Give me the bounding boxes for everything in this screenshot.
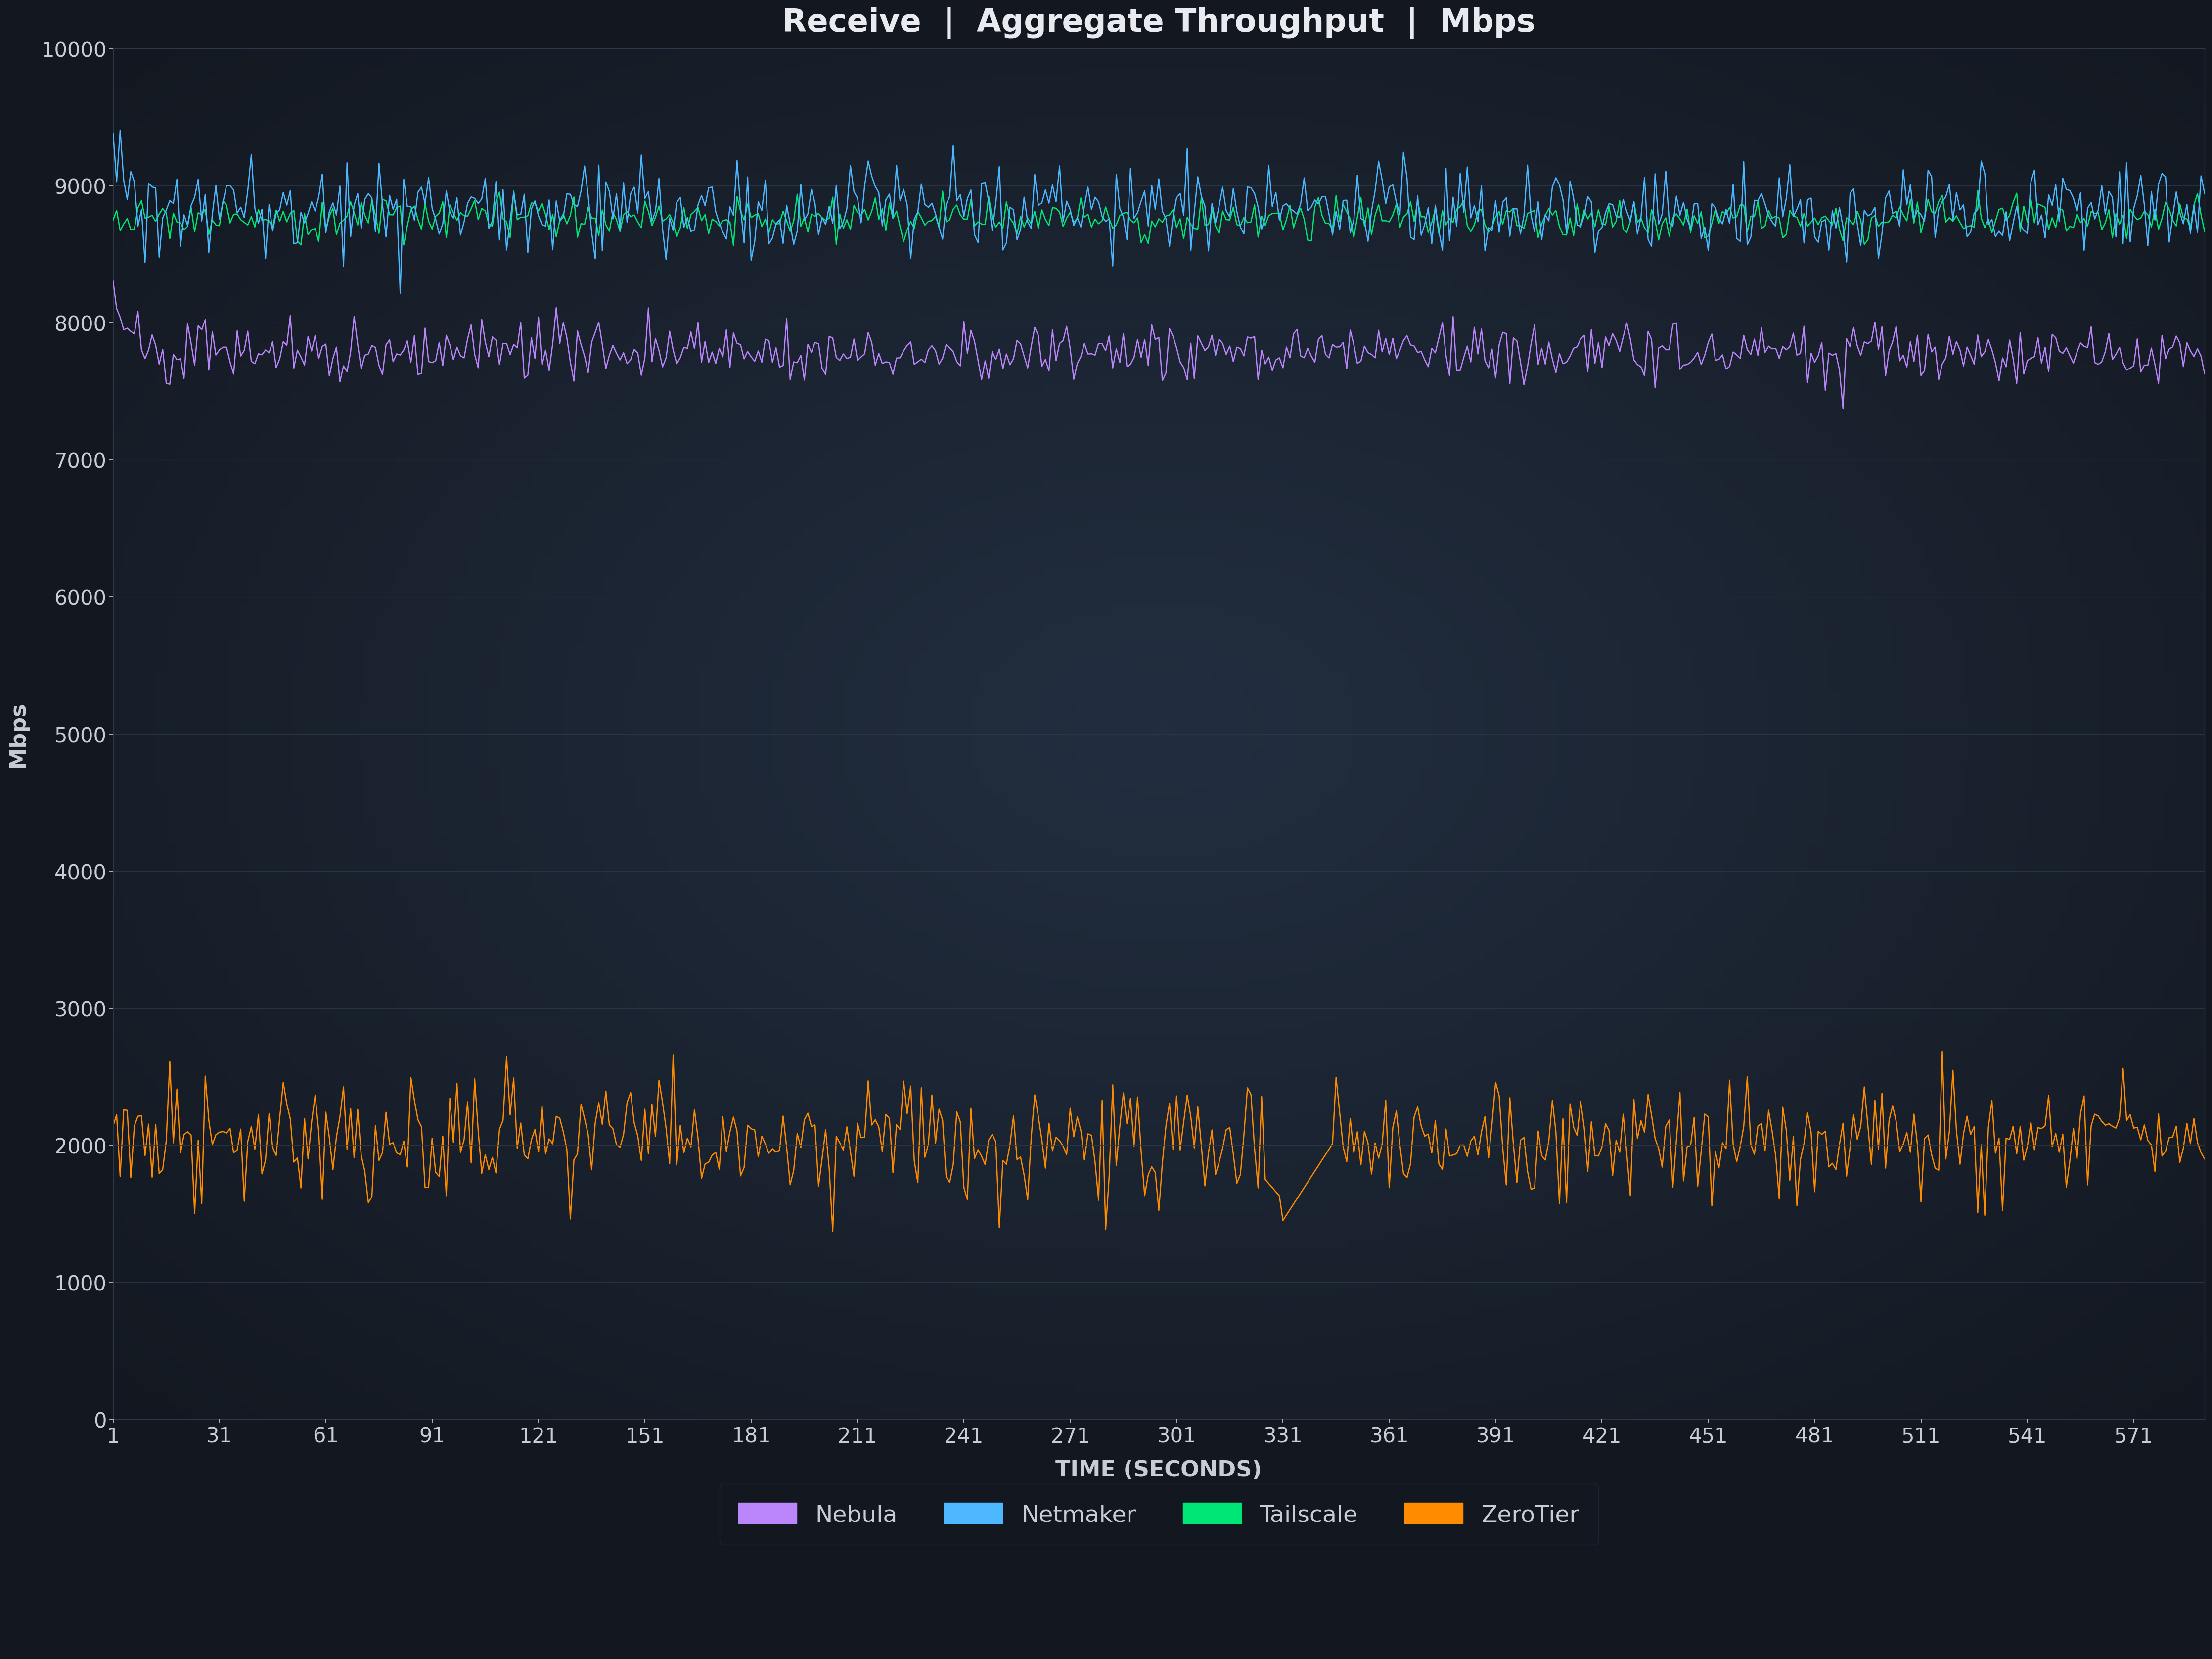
ZeroTier bbox=[511, 1145, 538, 1165]
Netmaker bbox=[1717, 214, 1743, 234]
ZeroTier bbox=[1712, 1138, 1739, 1158]
Line: Tailscale: Tailscale bbox=[113, 191, 2205, 246]
Netmaker bbox=[571, 156, 597, 176]
ZeroTier bbox=[1947, 1155, 1973, 1175]
Nebula bbox=[1829, 398, 1856, 418]
Netmaker bbox=[518, 199, 544, 219]
Title: Receive  |  Aggregate Throughput  |  Mbps: Receive | Aggregate Throughput | Mbps bbox=[783, 7, 1535, 40]
Y-axis label: Mbps: Mbps bbox=[7, 700, 29, 768]
Tailscale bbox=[2099, 229, 2126, 249]
Tailscale bbox=[721, 236, 748, 255]
Netmaker bbox=[100, 124, 126, 144]
ZeroTier bbox=[100, 1117, 126, 1136]
Tailscale bbox=[100, 211, 126, 231]
Tailscale bbox=[1475, 222, 1502, 242]
Tailscale bbox=[1712, 206, 1739, 226]
Netmaker bbox=[2192, 184, 2212, 204]
Nebula bbox=[2192, 365, 2212, 385]
Netmaker bbox=[2099, 187, 2126, 207]
Nebula bbox=[564, 322, 591, 342]
Netmaker bbox=[1480, 221, 1506, 241]
Netmaker bbox=[387, 284, 414, 304]
Line: Netmaker: Netmaker bbox=[113, 131, 2205, 294]
Netmaker bbox=[106, 121, 133, 141]
Legend: Nebula, Netmaker, Tailscale, ZeroTier: Nebula, Netmaker, Tailscale, ZeroTier bbox=[719, 1485, 1599, 1545]
Tailscale bbox=[511, 207, 538, 227]
ZeroTier bbox=[2099, 1117, 2126, 1136]
Nebula bbox=[511, 368, 538, 388]
Tailscale bbox=[1942, 206, 1969, 226]
ZeroTier bbox=[564, 1145, 591, 1165]
Line: ZeroTier: ZeroTier bbox=[113, 1052, 2205, 1231]
Netmaker bbox=[1947, 201, 1973, 221]
Nebula bbox=[1471, 352, 1498, 372]
Nebula bbox=[100, 272, 126, 292]
Tailscale bbox=[564, 227, 591, 247]
X-axis label: TIME (SECONDS): TIME (SECONDS) bbox=[1055, 1458, 1263, 1480]
Nebula bbox=[1710, 345, 1736, 365]
ZeroTier bbox=[1929, 1042, 1955, 1062]
ZeroTier bbox=[2192, 1150, 2212, 1170]
Nebula bbox=[2095, 324, 2121, 343]
Line: Nebula: Nebula bbox=[113, 282, 2205, 408]
ZeroTier bbox=[1475, 1148, 1502, 1168]
Nebula bbox=[1942, 332, 1969, 352]
Tailscale bbox=[1964, 181, 1991, 201]
Tailscale bbox=[2192, 222, 2212, 242]
ZeroTier bbox=[818, 1221, 845, 1241]
